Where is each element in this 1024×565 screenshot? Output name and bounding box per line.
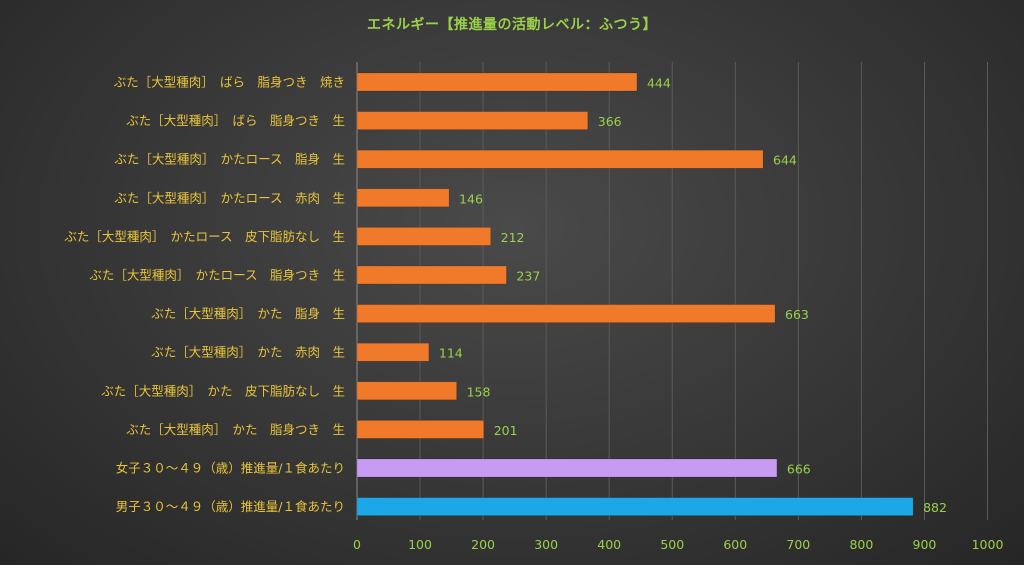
data-label: 114: [439, 346, 463, 361]
chart-title: エネルギー【推進量の活動レベル：ふつう】: [367, 17, 657, 33]
value-labels: 444 366 644 146 212 237 663 114 158 201 666 882: [439, 76, 947, 516]
x-tick-label: 300: [534, 537, 558, 552]
data-label: 663: [785, 307, 809, 322]
bar: [356, 381, 457, 401]
bar: [356, 72, 638, 92]
bar: [356, 420, 484, 439]
x-tick-label: 200: [471, 537, 495, 552]
x-tick-label: 700: [786, 537, 810, 552]
x-tick-label: 600: [723, 537, 747, 552]
data-label: 146: [459, 191, 483, 206]
category-label: ぶた［大型種肉］ かた 脂身 生: [151, 306, 345, 321]
category-label: ぶた［大型種肉］ かたロース 皮下脂肪なし 生: [64, 229, 345, 244]
x-tick-label: 400: [597, 537, 621, 552]
category-label: ぶた［大型種肉］ かた 皮下脂肪なし 生: [101, 383, 345, 398]
category-label: 女子３０～４９（歳）推進量/１食あたり: [116, 461, 345, 476]
category-label: ぶた［大型種肉］ かたロース 脂身 生: [114, 152, 345, 167]
data-label: 237: [516, 269, 540, 284]
bar: [356, 497, 914, 516]
data-label: 212: [501, 230, 525, 245]
data-label: 882: [923, 500, 947, 515]
x-tick-label: 0: [353, 537, 361, 552]
x-tick-label: 900: [913, 537, 937, 552]
x-tick-labels: 0 100 200 300 400 500 600 700 800 900 1000: [353, 537, 1003, 552]
data-label: 158: [467, 384, 491, 399]
category-label: ぶた［大型種肉］ ばら 脂身つき 焼き: [114, 75, 345, 90]
bar: [356, 227, 491, 246]
x-tick-label: 1000: [972, 537, 1004, 552]
category-label: ぶた［大型種肉］ かた 脂身つき 生: [126, 422, 345, 437]
x-tick-label: 100: [408, 537, 432, 552]
bar: [356, 149, 764, 169]
data-label: 644: [773, 153, 797, 168]
data-label: 201: [494, 423, 518, 438]
bar: [356, 188, 450, 208]
category-label: ぶた［大型種肉］ かた 赤肉 生: [151, 345, 345, 360]
gridlines: [356, 62, 988, 520]
bar: [356, 342, 430, 362]
data-label: 366: [598, 114, 622, 129]
bars: [356, 72, 914, 516]
category-label: ぶた［大型種肉］ かたロース 脂身つき 生: [89, 268, 345, 283]
category-label: ぶた［大型種肉］ ばら 脂身つき 生: [126, 113, 345, 128]
category-label: ぶた［大型種肉］ かたロース 赤肉 生: [114, 190, 345, 205]
x-tick-label: 500: [660, 537, 684, 552]
x-tick-label: 800: [849, 537, 873, 552]
data-label: 444: [647, 76, 671, 91]
bar: [356, 265, 507, 285]
bar: [356, 304, 776, 323]
data-label: 666: [787, 462, 811, 477]
category-label: 男子３０～４９（歳）推進量/１食あたり: [116, 499, 345, 514]
bar: [356, 458, 778, 478]
bar: [356, 111, 589, 130]
